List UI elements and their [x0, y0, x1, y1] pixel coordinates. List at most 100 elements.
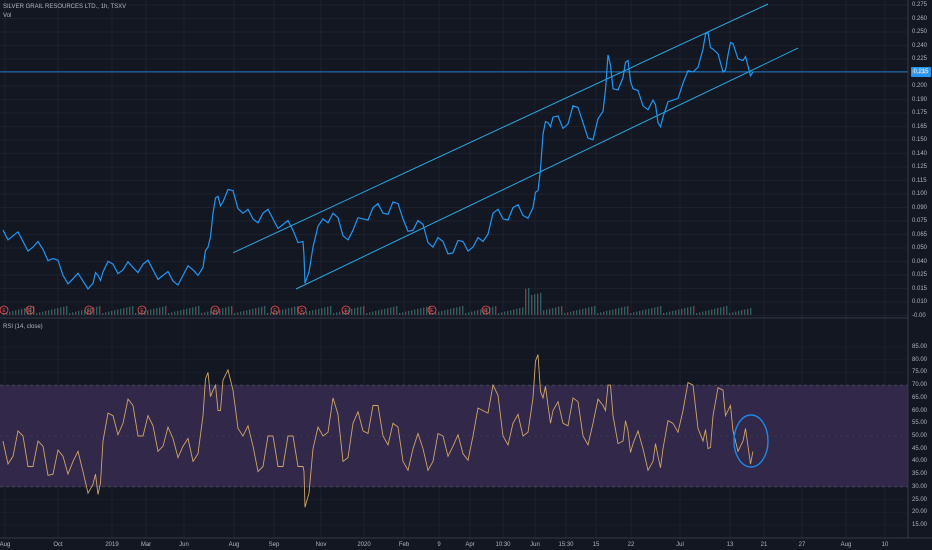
time-axis-label: Mar	[140, 542, 152, 548]
dividend-marker	[84, 305, 94, 315]
volume-bar	[213, 310, 215, 315]
volume-bar	[663, 313, 665, 315]
volume-bar	[129, 306, 131, 315]
time-axis-label: 21	[760, 542, 768, 548]
time-axis-label: 10:30	[495, 542, 511, 548]
volume-bar	[21, 308, 23, 315]
price-tick-label: 0.090	[912, 204, 928, 211]
volume-bar	[138, 312, 140, 315]
dividend-marker	[481, 305, 491, 315]
dividend-marker	[0, 305, 9, 315]
rsi-tick-label: 70.00	[912, 382, 928, 389]
price-tick-label: 0.150	[912, 137, 928, 143]
volume-bar	[657, 306, 659, 315]
rsi-tick-label: 55.00	[912, 420, 928, 427]
price-tick-label: 0.175	[912, 110, 928, 116]
volume-bar	[639, 310, 641, 315]
rsi-tick-label: 65.00	[912, 394, 928, 401]
volume-bar	[480, 309, 482, 315]
volume-bar	[531, 295, 533, 315]
volume-bar	[450, 308, 452, 315]
volume-bar	[612, 309, 614, 315]
volume-bar	[468, 312, 470, 315]
volume-bar	[270, 312, 272, 315]
volume-bar	[735, 311, 737, 315]
volume-bar	[357, 307, 359, 315]
volume-bar	[363, 306, 365, 315]
volume-bar	[111, 310, 113, 315]
time-axis-label: Jun	[530, 542, 540, 548]
volume-bar	[627, 306, 629, 315]
dividend-marker	[427, 305, 437, 315]
dividend-marker	[210, 305, 220, 315]
dividend-marker-label: E	[430, 308, 434, 314]
volume-bar	[234, 313, 236, 315]
volume-bar	[417, 308, 419, 315]
volume-bar	[294, 306, 296, 315]
volume-bar	[384, 308, 386, 315]
volume-bar	[729, 313, 731, 315]
volume-bar	[117, 309, 119, 315]
volume-bar	[495, 306, 497, 315]
volume-bar	[225, 307, 227, 315]
volume-bar	[609, 310, 611, 315]
volume-bar	[546, 309, 548, 315]
volume-bar	[84, 309, 86, 315]
volume-bar	[24, 308, 26, 315]
volume-bar	[750, 308, 752, 315]
volume-bar	[630, 313, 632, 315]
volume-bar	[651, 308, 653, 315]
volume-bar	[711, 309, 713, 315]
volume-bar	[153, 308, 155, 315]
volume-bar	[87, 308, 89, 315]
volume-bar	[18, 309, 20, 315]
volume-bar	[249, 309, 251, 315]
volume-bar	[465, 313, 467, 315]
volume-bar	[747, 308, 749, 315]
volume-bar	[318, 308, 320, 315]
volume-bar	[402, 312, 404, 315]
volume-bar	[405, 311, 407, 315]
volume-bar	[429, 306, 431, 315]
volume-bar	[642, 310, 644, 315]
volume-bar	[288, 308, 290, 315]
volume-bar	[492, 306, 494, 315]
volume-bar	[231, 306, 233, 315]
volume-bar	[189, 308, 191, 315]
volume-bar	[390, 307, 392, 315]
volume-bar	[315, 309, 317, 315]
volume-bar	[654, 307, 656, 315]
volume-bar	[99, 306, 101, 315]
volume-bar	[564, 313, 566, 315]
volume-bar	[45, 310, 47, 315]
volume-bar	[192, 307, 194, 315]
volume-bar	[561, 306, 563, 315]
volume-bar	[567, 312, 569, 315]
time-axis-label: 22	[627, 542, 635, 548]
volume-bar	[48, 310, 50, 315]
rsi-tick-label: 40.00	[912, 458, 928, 465]
time-axis-label: Sep	[268, 542, 280, 548]
dividend-marker-label: E	[87, 308, 91, 314]
volume-bar	[408, 310, 410, 315]
price-tick-label: 0.050	[912, 245, 928, 251]
rsi-tick-label: 85.00	[912, 344, 928, 350]
channel-upper-line	[232, 3, 769, 254]
volume-bar	[726, 306, 728, 315]
volume-bar	[267, 313, 269, 315]
volume-bar	[183, 309, 185, 315]
volume-bar	[372, 311, 374, 315]
volume-bar	[336, 312, 338, 315]
volume-bar	[78, 310, 80, 315]
volume-bar	[105, 312, 107, 315]
dividend-marker-label: E	[344, 308, 348, 314]
time-axis-label: 2020	[357, 542, 371, 548]
volume-bar	[264, 306, 266, 315]
volume-bar	[426, 306, 428, 315]
volume-bar	[603, 311, 605, 315]
last-price-label: 0.215	[911, 67, 931, 77]
volume-bar	[510, 310, 512, 315]
price-tick-label: 0.065	[912, 231, 928, 238]
